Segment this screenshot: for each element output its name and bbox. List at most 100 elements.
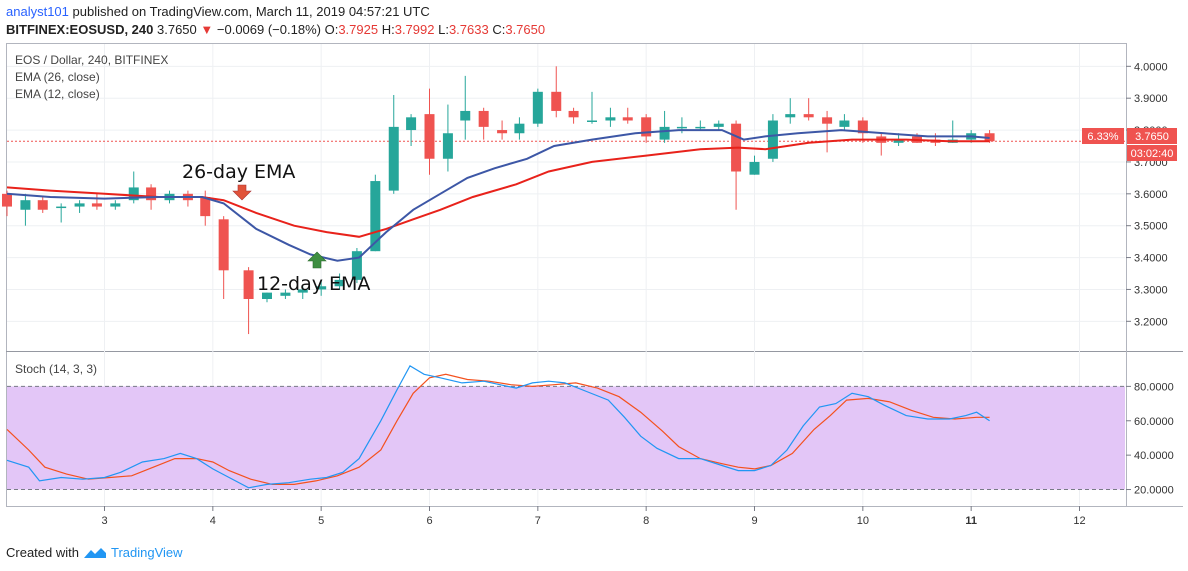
candle[interactable] xyxy=(182,190,193,207)
candle[interactable] xyxy=(551,66,562,118)
candle[interactable] xyxy=(659,110,670,143)
tradingview-logo-icon[interactable] xyxy=(83,546,107,560)
candle-body xyxy=(91,203,102,207)
low-label: L: xyxy=(438,22,449,37)
candle-body xyxy=(280,292,291,296)
candle[interactable] xyxy=(218,216,229,299)
candle-body xyxy=(442,133,453,159)
ema12-annotation: 12-day EMA xyxy=(257,273,370,295)
candle[interactable] xyxy=(37,197,48,213)
price-tick-label: 3.6000 xyxy=(1134,189,1168,201)
candle[interactable] xyxy=(749,155,760,175)
candlestick-series[interactable] xyxy=(2,66,995,335)
countdown-text: 03:02:40 xyxy=(1131,148,1174,160)
candle-body xyxy=(351,251,362,280)
symbol-label: BITFINEX:EOSUSD, 240 xyxy=(6,22,154,37)
candle-body xyxy=(243,270,254,299)
candle[interactable] xyxy=(280,289,291,299)
time-tick-label: 10 xyxy=(857,515,869,527)
candle[interactable] xyxy=(334,273,345,290)
candle[interactable] xyxy=(622,107,633,124)
change-down-icon: ▼ xyxy=(200,22,214,37)
candle-body xyxy=(200,197,211,217)
high-value: 3.7992 xyxy=(394,22,435,37)
time-tick-label: 6 xyxy=(426,515,432,527)
time-tick-label: 9 xyxy=(751,515,757,527)
stoch-tick-label: 80.0000 xyxy=(1134,381,1174,393)
high-label: H: xyxy=(381,22,395,37)
candle-body xyxy=(767,120,778,159)
candle[interactable] xyxy=(857,117,868,143)
price-change: −0.0069 (−0.18%) xyxy=(216,22,321,37)
candle[interactable] xyxy=(767,114,778,162)
candle[interactable] xyxy=(91,193,102,210)
candle[interactable] xyxy=(532,88,543,127)
buy-arrow-icon xyxy=(307,251,327,269)
stoch-d-line[interactable] xyxy=(6,373,990,485)
candle-body xyxy=(460,110,471,121)
candle[interactable] xyxy=(641,114,652,143)
candle-body xyxy=(334,279,345,287)
candle[interactable] xyxy=(262,292,272,303)
candle-body xyxy=(316,286,327,290)
candle[interactable] xyxy=(388,95,399,194)
candle-body xyxy=(568,110,579,118)
candle[interactable] xyxy=(713,120,724,131)
candle-body xyxy=(262,292,272,299)
stoch-k-line[interactable] xyxy=(6,364,990,489)
candle[interactable] xyxy=(74,200,85,213)
candle[interactable] xyxy=(514,117,525,140)
candle-body xyxy=(2,193,12,207)
candle[interactable] xyxy=(20,193,31,226)
candle-body xyxy=(110,203,121,207)
candle[interactable] xyxy=(424,88,435,175)
close-value: 3.7650 xyxy=(505,22,546,37)
candle[interactable] xyxy=(568,107,579,124)
candle[interactable] xyxy=(243,267,254,335)
candle[interactable] xyxy=(200,190,211,226)
time-tick-label: 8 xyxy=(643,515,649,527)
candle-body xyxy=(676,126,687,129)
candle[interactable] xyxy=(460,75,471,140)
candle[interactable] xyxy=(297,286,308,299)
candle-body xyxy=(20,200,31,210)
low-value: 3.7633 xyxy=(448,22,489,37)
candle[interactable] xyxy=(370,174,381,252)
candle[interactable] xyxy=(803,98,814,121)
candle[interactable] xyxy=(587,91,597,124)
countdown-badge xyxy=(1127,145,1177,161)
candle-body xyxy=(641,117,652,137)
stoch-overbought-oversold-band xyxy=(7,386,1125,490)
candle[interactable] xyxy=(442,104,453,172)
candle[interactable] xyxy=(2,190,12,217)
candle[interactable] xyxy=(785,98,796,124)
author-link[interactable]: analyst101 xyxy=(6,4,69,19)
candle[interactable] xyxy=(497,120,508,140)
tradingview-brand[interactable]: TradingView xyxy=(110,545,183,560)
candle-body xyxy=(497,130,508,134)
candle[interactable] xyxy=(605,107,616,127)
candle-body xyxy=(128,187,139,201)
candle-body xyxy=(749,161,760,175)
price-badge-text: 3.7650 xyxy=(1135,131,1169,143)
last-price: 3.7650 xyxy=(157,22,197,37)
candle[interactable] xyxy=(316,279,327,296)
price-tick-label: 3.9000 xyxy=(1134,93,1168,105)
candle[interactable] xyxy=(406,114,417,146)
candle[interactable] xyxy=(478,107,489,140)
candle[interactable] xyxy=(839,114,850,131)
candle[interactable] xyxy=(56,203,67,223)
candle[interactable] xyxy=(876,133,887,156)
ema12-line[interactable] xyxy=(6,129,990,262)
stoch-tick-label: 60.0000 xyxy=(1134,416,1174,428)
ema26-annotation: 26-day EMA xyxy=(182,161,295,183)
candle[interactable] xyxy=(947,120,958,143)
stoch-tick-label: 20.0000 xyxy=(1134,485,1174,497)
candle-body xyxy=(803,114,814,118)
candle[interactable] xyxy=(351,248,362,284)
candle[interactable] xyxy=(695,120,706,131)
time-tick-label: 3 xyxy=(101,515,107,527)
candle[interactable] xyxy=(110,200,121,210)
candle-body xyxy=(822,117,833,124)
